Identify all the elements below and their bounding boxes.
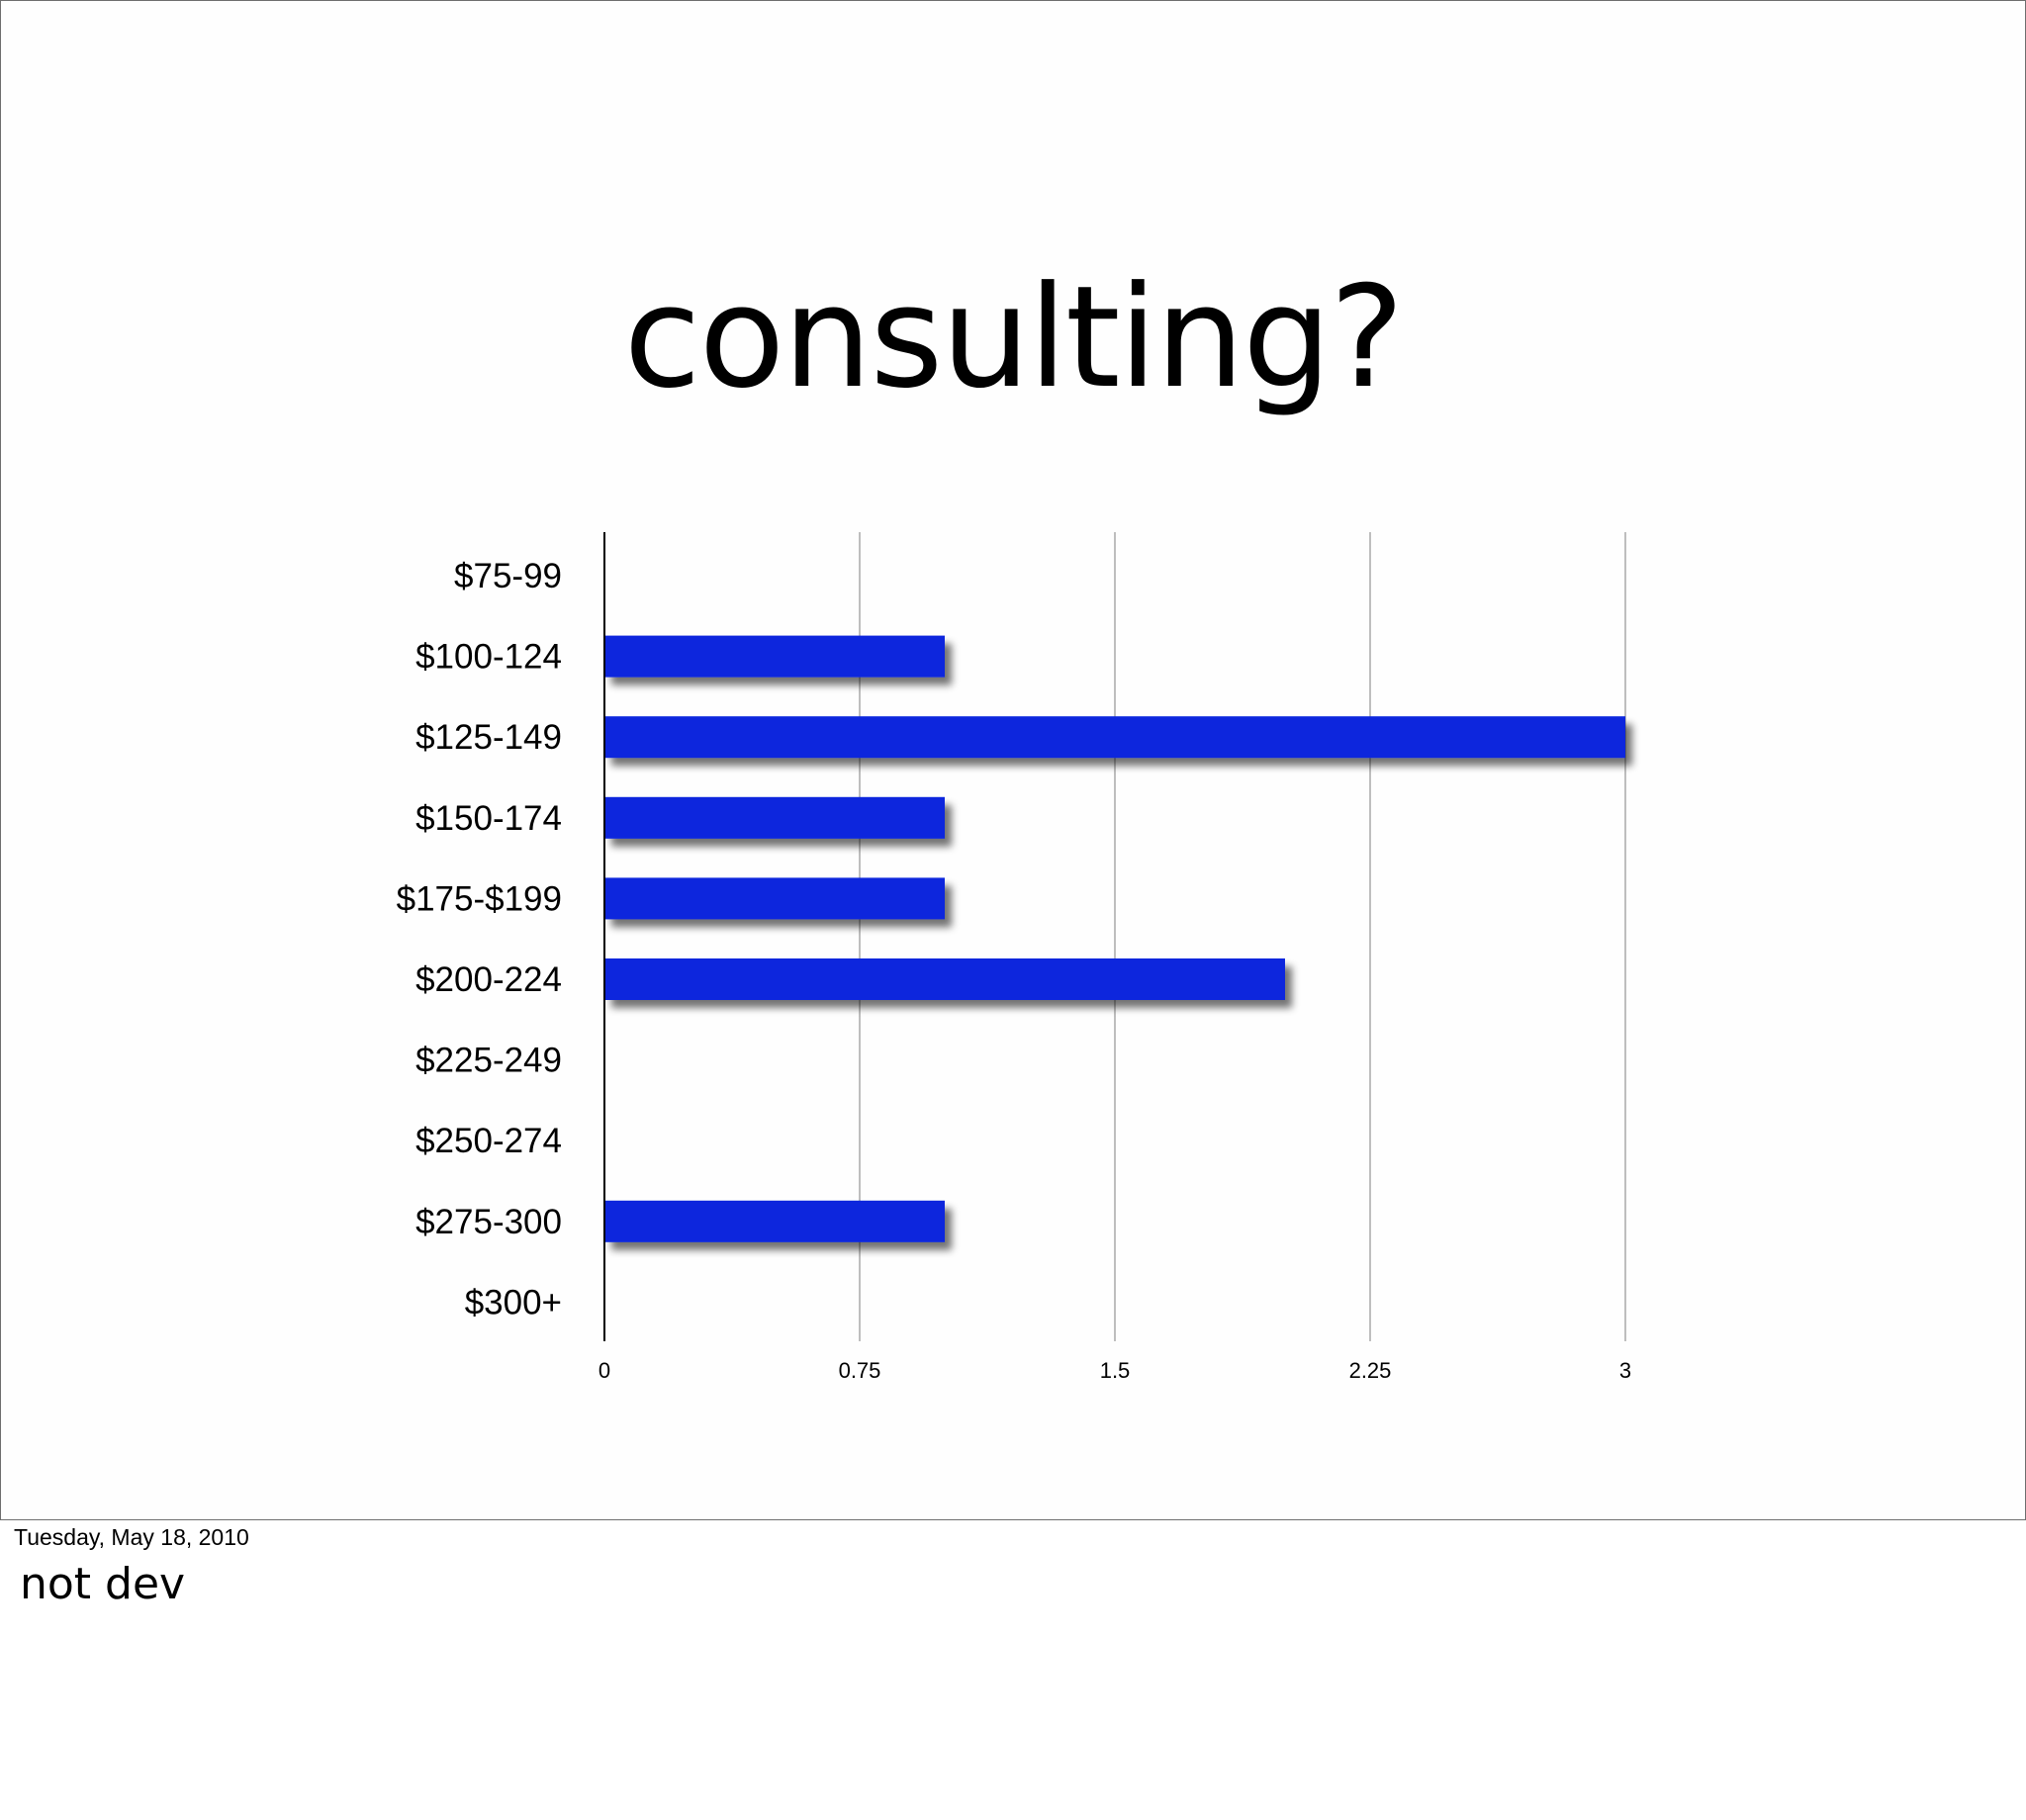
slide-title: consulting? <box>623 256 1404 419</box>
x-tick-label: 1.5 <box>1100 1358 1131 1383</box>
gridlines <box>859 532 1626 1341</box>
slide: consulting? <box>0 0 2026 1520</box>
x-tick-label: 0 <box>599 1358 610 1383</box>
category-labels: $75-99 $100-124 $125-149 $150-174 $175-$199 $… <box>397 557 562 1321</box>
category-label: $150-174 <box>415 799 562 838</box>
bar <box>604 635 945 678</box>
bar <box>604 877 945 920</box>
category-label: $200-224 <box>415 960 562 999</box>
date-label: Tuesday, May 18, 2010 <box>14 1524 249 1550</box>
category-label: $275-300 <box>415 1203 562 1241</box>
category-label: $175-$199 <box>397 879 562 918</box>
bar <box>604 1200 945 1242</box>
bar-chart: $75-99 $100-124 $125-149 $150-174 $175-$199 $… <box>397 532 1631 1383</box>
category-label: $250-274 <box>415 1122 562 1160</box>
category-label: $300+ <box>465 1283 562 1321</box>
category-label: $75-99 <box>454 557 562 595</box>
bars <box>604 635 1625 1242</box>
speaker-notes: not dev <box>20 1559 186 1609</box>
category-label: $100-124 <box>415 638 562 677</box>
category-label: $225-249 <box>415 1042 562 1080</box>
bar <box>604 716 1625 759</box>
x-tick-labels: 0 0.75 1.5 2.25 3 <box>599 1358 1631 1383</box>
bar <box>604 796 945 839</box>
x-tick-label: 0.75 <box>839 1358 881 1383</box>
x-tick-label: 2.25 <box>1349 1358 1392 1383</box>
bar <box>604 958 1285 1000</box>
category-label: $125-149 <box>415 718 562 757</box>
x-tick-label: 3 <box>1619 1358 1631 1383</box>
